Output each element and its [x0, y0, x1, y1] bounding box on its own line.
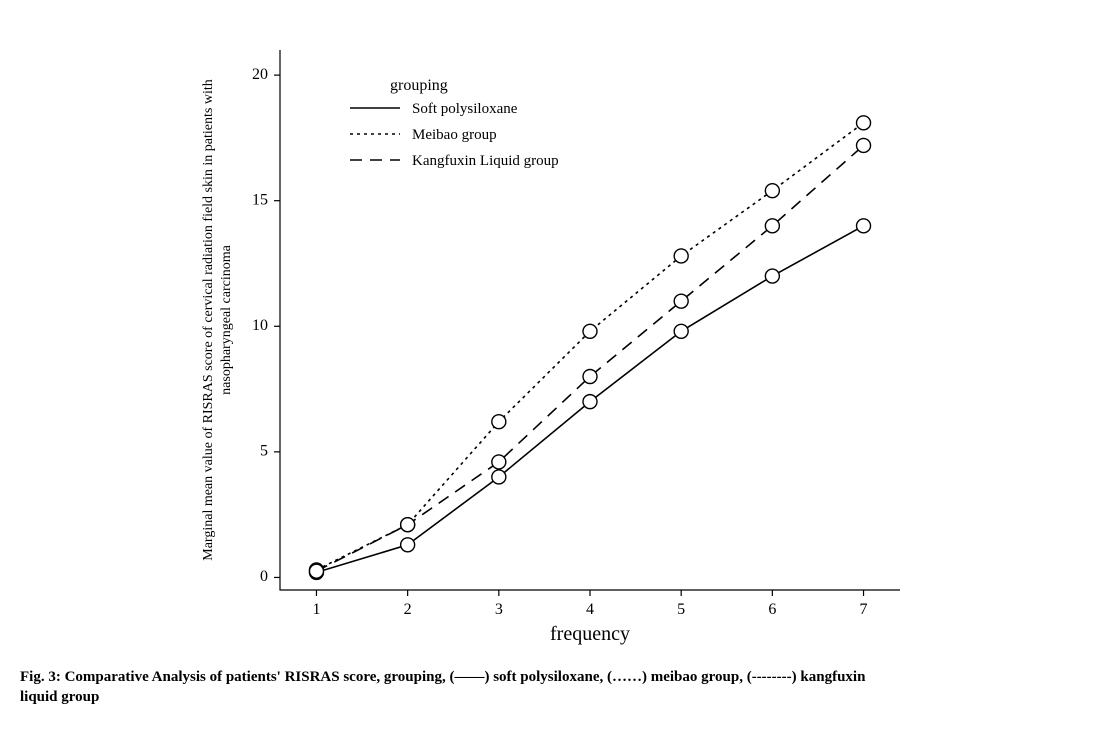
svg-text:Marginal mean value of RISRAS: Marginal mean value of RISRAS score of c… — [201, 79, 216, 560]
svg-text:0: 0 — [260, 568, 268, 585]
caption-line2: liquid group — [20, 689, 99, 705]
svg-text:Meibao group: Meibao group — [412, 127, 497, 143]
svg-text:2: 2 — [404, 601, 412, 618]
svg-text:1: 1 — [312, 601, 320, 618]
svg-text:20: 20 — [252, 66, 268, 83]
caption-mid1: ) soft polysiloxane, (……) meibao group, … — [484, 669, 865, 685]
svg-text:6: 6 — [768, 601, 776, 618]
svg-text:Kangfuxin Liquid group: Kangfuxin Liquid group — [412, 153, 559, 169]
svg-text:5: 5 — [677, 601, 685, 618]
svg-text:3: 3 — [495, 601, 503, 618]
svg-text:5: 5 — [260, 443, 268, 460]
risras-line-chart: 0 5 10 15 20 1 2 3 4 5 6 7 frequency Marginal mean va… — [20, 20, 1092, 660]
svg-text:Soft polysiloxane: Soft polysiloxane — [412, 101, 518, 117]
svg-text:4: 4 — [586, 601, 594, 618]
caption-prefix: Fig. 3: Comparative Analysis of patients… — [20, 669, 454, 685]
svg-text:10: 10 — [252, 317, 268, 334]
svg-text:15: 15 — [252, 191, 268, 208]
svg-text:nasopharyngeal carcinoma: nasopharyngeal carcinoma — [219, 244, 234, 394]
svg-text:grouping: grouping — [390, 77, 448, 94]
figure-caption: Fig. 3: Comparative Analysis of patients… — [20, 668, 1092, 707]
svg-text:frequency: frequency — [550, 623, 630, 645]
caption-solid-symbol: —— — [454, 669, 484, 685]
svg-text:7: 7 — [860, 601, 868, 618]
chart-container: 0 5 10 15 20 1 2 3 4 5 6 7 frequency Marginal mean va… — [20, 20, 1092, 725]
